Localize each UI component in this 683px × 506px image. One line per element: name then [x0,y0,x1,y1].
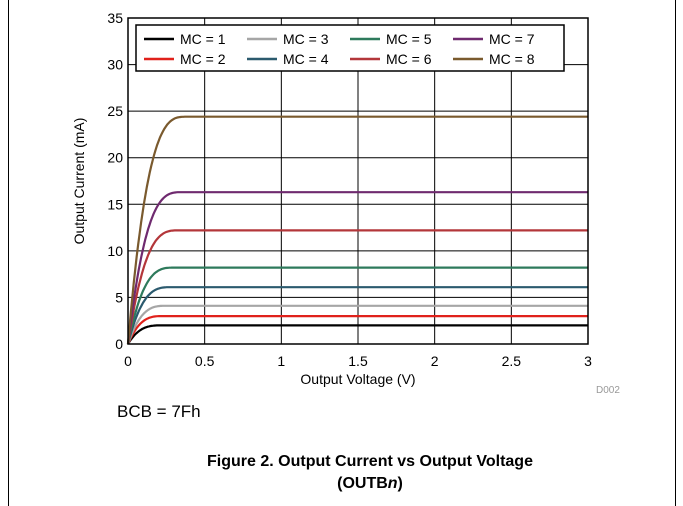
series-line-7 [126,191,588,345]
legend-label: MC = 8 [489,51,535,67]
output-current-chart: MC = 1 MC = 2 MC = 3 MC = 4 MC = 5 MC = 6 MC =… [71,10,620,396]
legend-label: MC = 1 [180,31,226,47]
x-tick-label: 0.5 [195,353,215,369]
x-tick-label: 1.5 [348,353,368,369]
x-tick-label: 2.5 [502,353,522,369]
legend-label: MC = 2 [180,51,226,67]
series-line-4 [126,286,588,345]
frame-left-border [8,0,9,506]
y-tick-label: 10 [107,243,123,259]
series-line-6 [126,229,588,345]
figure-caption-line2: (OUTBn) [60,475,680,493]
frame-right-border [675,0,676,506]
bcb-setting-note: BCB = 7Fh [117,402,201,421]
y-axis-ticks: 0 5 10 15 20 25 30 35 [107,10,123,352]
figure-id-watermark: D002 [596,385,620,396]
y-tick-label: 20 [107,150,123,166]
x-axis-ticks: 0 0.5 1 1.5 2 2.5 3 [124,353,592,369]
series-line-8 [126,115,588,345]
caption-italic-n: n [387,475,398,492]
series-line-1 [127,324,588,345]
series-line-5 [126,266,588,345]
y-tick-label: 5 [115,289,123,305]
legend-label: MC = 7 [489,31,535,47]
legend-label: MC = 6 [386,51,432,67]
y-axis-label: Output Current (mA) [71,118,87,245]
figure-caption-line1: Figure 2. Output Current vs Output Volta… [207,453,533,470]
plot-area-border [127,17,589,345]
x-axis-label: Output Voltage (V) [300,371,415,387]
x-tick-label: 2 [431,353,439,369]
legend-box [135,24,565,72]
caption-prefix: (OUTB [337,475,388,492]
x-tick-label: 1 [277,353,285,369]
legend-label: MC = 4 [283,51,329,67]
x-tick-label: 3 [584,353,592,369]
legend-label: MC = 3 [283,31,329,47]
y-tick-label: 25 [107,103,123,119]
series-line-3 [126,304,588,345]
y-tick-label: 30 [107,57,123,73]
x-tick-label: 0 [124,353,132,369]
y-tick-label: 15 [107,196,123,212]
y-tick-label: 0 [115,336,123,352]
data-series [126,115,588,345]
chart-legend: MC = 1 MC = 2 MC = 3 MC = 4 MC = 5 MC = 6 MC =… [135,24,565,72]
legend-label: MC = 5 [386,31,432,47]
series-line-2 [126,315,588,345]
y-tick-label: 35 [107,10,123,26]
caption-suffix: ) [397,475,403,492]
